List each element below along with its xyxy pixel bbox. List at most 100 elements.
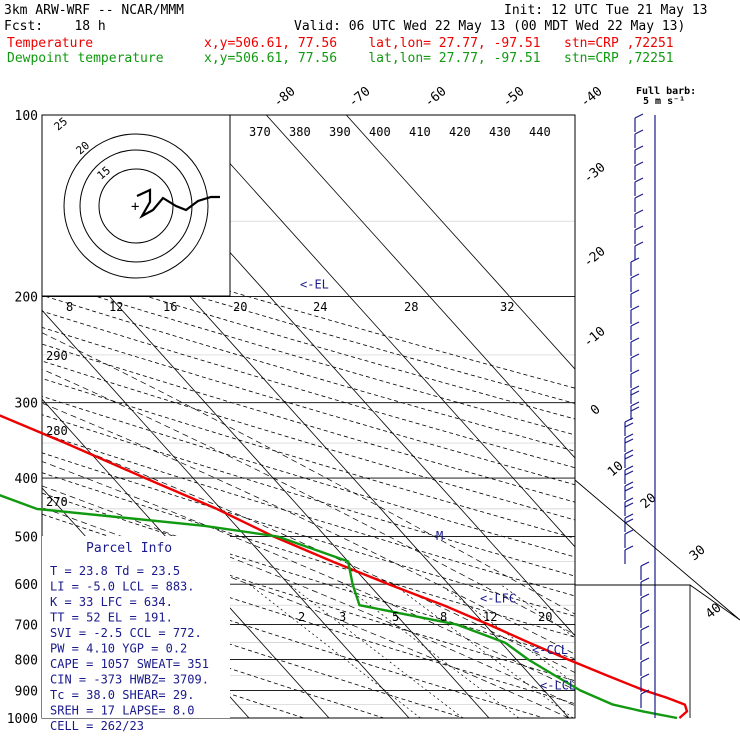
- isotherm-label: 30: [687, 543, 709, 565]
- hodograph-speed-label: 24: [313, 300, 327, 314]
- isotherm-label: -40: [578, 84, 606, 111]
- isotherm: [345, 115, 575, 370]
- wind-barb-flag: [624, 518, 634, 524]
- wind-barb-flag: [640, 689, 650, 695]
- mixing-ratio-label: 5: [392, 610, 399, 624]
- wind-barb-flag: [630, 305, 640, 311]
- wind-barb-flag: [634, 177, 644, 183]
- hodograph-speed-label: 32: [500, 300, 514, 314]
- hodograph-frame: [41, 114, 231, 297]
- moist-adiabat: [42, 461, 575, 691]
- theta-e-label: 280: [46, 424, 68, 438]
- wind-barb-flag: [624, 438, 634, 444]
- isotherm-label: 20: [638, 491, 660, 513]
- pressure-tick-label: 700: [15, 619, 38, 634]
- isotherm: [185, 115, 575, 548]
- mixing-ratio-label: 8: [440, 610, 447, 624]
- wind-barb-flag: [624, 449, 634, 455]
- wind-barb-flag: [624, 465, 634, 471]
- wind-barb-flag: [624, 470, 634, 476]
- wind-barb-flag: [640, 657, 650, 663]
- mixing-ratio-line: [499, 583, 575, 639]
- parcel-row: T = 23.8 Td = 23.5: [50, 564, 180, 578]
- wind-barb-flag: [640, 593, 650, 599]
- theta-label: 410: [409, 125, 431, 139]
- wind-barb-flag: [624, 545, 634, 551]
- level-marker: <-LFC: [480, 592, 516, 606]
- wind-barb-flag: [624, 486, 634, 492]
- dry-adiabat: [42, 234, 575, 389]
- isotherm-label: 0: [588, 402, 604, 419]
- plot-border: [41, 114, 576, 719]
- theta-label: 420: [449, 125, 471, 139]
- mixing-ratio-label: 3: [339, 610, 346, 624]
- dewpoint-legend: Dewpoint temperature: [7, 51, 164, 66]
- pressure-tick-label: 800: [15, 654, 38, 669]
- barb-key: Full barb:: [636, 86, 696, 97]
- hodograph-ring: [63, 133, 209, 279]
- hodograph-speed-label: 12: [109, 300, 123, 314]
- parcel-row: SREH = 17 LAPSE= 8.0: [50, 704, 195, 718]
- mixing-ratio-label: 20: [538, 610, 552, 624]
- parcel-row: SVI = -2.5 CCL = 772.: [50, 626, 202, 640]
- wind-barb-flag: [630, 289, 640, 295]
- mixing-ratio-line: [248, 583, 421, 718]
- wind-barb-flag: [624, 497, 634, 503]
- model-title: 3km ARW-WRF -- NCAR/MMM: [4, 3, 185, 18]
- dry-adiabat: [42, 343, 575, 503]
- isotherm-label: 10: [605, 459, 627, 481]
- isotherm-label: -80: [271, 84, 299, 111]
- wind-barb-flag: [634, 209, 644, 215]
- hodograph-speed-label: 8: [66, 300, 73, 314]
- temperature-station-info: x,y=506.61, 77.56 lat,lon= 27.77, -97.51…: [204, 36, 674, 51]
- isotherm-label: -30: [581, 160, 609, 187]
- hodograph-speed-label: 20: [233, 300, 247, 314]
- mixing-ratio-line: [288, 583, 463, 718]
- parcel-row: CELL = 262/23: [50, 719, 144, 733]
- pressure-tick-label: 1000: [7, 712, 38, 727]
- theta-label: 380: [289, 125, 311, 139]
- pressure-tick-label: 400: [15, 472, 38, 487]
- parcel-info-panel: Parcel Info T = 23.8 Td = 23.5 LI = -5.0 L…: [42, 536, 230, 733]
- theta-label: 440: [529, 125, 551, 139]
- mixing-ratio-line: [392, 583, 574, 718]
- isotherm-label: -70: [346, 84, 374, 111]
- wind-barb-flag: [624, 513, 634, 519]
- level-marker: <-LCL: [540, 678, 576, 692]
- valid-time: Valid: 06 UTC Wed 22 May 13 (00 MDT Wed …: [294, 19, 686, 34]
- wind-barb-flag: [624, 502, 634, 508]
- pressure-tick-label: 300: [15, 397, 38, 412]
- temperature-line: [0, 414, 689, 719]
- mixing-ratio-label: 2: [298, 610, 305, 624]
- mixing-ratio-label: 12: [483, 610, 497, 624]
- parcel-row: CIN = -373 HWBZ= 3709.: [50, 673, 209, 687]
- wind-barb-flag: [630, 369, 640, 375]
- isotherm-label: -10: [581, 324, 609, 351]
- level-marker: <-EL: [300, 277, 329, 291]
- wind-barb-flag: [634, 113, 644, 119]
- pressure-tick-label: 200: [15, 291, 38, 306]
- dry-adiabat: [42, 604, 386, 718]
- dry-adiabat: [42, 279, 575, 436]
- pressure-tick-label: 500: [15, 530, 38, 545]
- wind-barb-flag: [630, 385, 640, 391]
- wind-barb-flag: [640, 609, 650, 615]
- hodograph-center: +: [131, 199, 139, 215]
- pressure-tick-label: 100: [15, 109, 38, 124]
- theta-e-label: 270: [46, 495, 68, 509]
- isotherm: [42, 220, 490, 718]
- wind-barb-flag: [634, 241, 644, 247]
- forecast-hour: Fcst: 18 h: [4, 19, 106, 34]
- wind-barb-flag: [630, 273, 640, 279]
- moist-adiabat: [42, 507, 570, 718]
- isotherm: [42, 309, 410, 718]
- parcel-title: Parcel Info: [86, 541, 172, 556]
- parcel-panel-bg: [42, 536, 230, 718]
- wind-barb-flag: [630, 401, 640, 407]
- theta-e-label: 290: [46, 349, 68, 363]
- mixing-ratio-line: [341, 583, 520, 718]
- parcel-row: TT = 52 EL = 191.: [50, 611, 173, 625]
- wind-barb-flag: [634, 129, 644, 135]
